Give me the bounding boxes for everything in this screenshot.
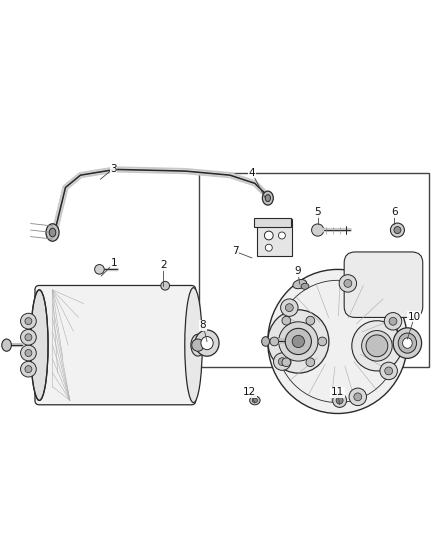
- Circle shape: [282, 358, 291, 367]
- Ellipse shape: [250, 396, 260, 405]
- Ellipse shape: [201, 336, 213, 350]
- Circle shape: [270, 337, 279, 346]
- Ellipse shape: [403, 338, 412, 349]
- Ellipse shape: [362, 330, 392, 361]
- Circle shape: [311, 224, 324, 236]
- Ellipse shape: [252, 398, 258, 402]
- Ellipse shape: [301, 283, 309, 289]
- Circle shape: [25, 350, 32, 357]
- Circle shape: [281, 299, 298, 317]
- Circle shape: [21, 361, 36, 377]
- Circle shape: [95, 264, 104, 274]
- Ellipse shape: [185, 288, 202, 402]
- Circle shape: [278, 358, 286, 366]
- Text: 5: 5: [314, 207, 321, 217]
- Ellipse shape: [268, 269, 407, 414]
- Text: 7: 7: [232, 246, 238, 256]
- Circle shape: [394, 227, 401, 233]
- Ellipse shape: [46, 224, 59, 241]
- Text: 3: 3: [110, 164, 117, 174]
- Circle shape: [282, 316, 291, 325]
- Circle shape: [344, 279, 352, 287]
- Text: 6: 6: [391, 207, 398, 217]
- Ellipse shape: [2, 339, 11, 351]
- Bar: [254, 218, 291, 227]
- Circle shape: [25, 366, 32, 373]
- Ellipse shape: [195, 330, 219, 356]
- Ellipse shape: [262, 191, 273, 205]
- Bar: [199, 173, 428, 367]
- Circle shape: [25, 318, 32, 325]
- Circle shape: [273, 353, 291, 370]
- Ellipse shape: [265, 195, 270, 201]
- Text: 12: 12: [243, 387, 257, 397]
- Ellipse shape: [393, 328, 422, 358]
- Circle shape: [384, 312, 402, 330]
- Circle shape: [339, 274, 357, 292]
- Circle shape: [389, 317, 397, 325]
- Circle shape: [336, 397, 343, 404]
- Ellipse shape: [191, 334, 205, 356]
- Text: 4: 4: [249, 168, 255, 177]
- Circle shape: [318, 337, 327, 346]
- Circle shape: [25, 334, 32, 341]
- Circle shape: [21, 345, 36, 361]
- Ellipse shape: [261, 337, 269, 346]
- Circle shape: [21, 329, 36, 345]
- Ellipse shape: [279, 322, 318, 361]
- FancyBboxPatch shape: [257, 219, 292, 256]
- Ellipse shape: [293, 279, 307, 289]
- Circle shape: [349, 388, 367, 406]
- Circle shape: [279, 232, 286, 239]
- FancyBboxPatch shape: [344, 252, 423, 318]
- Ellipse shape: [49, 228, 56, 237]
- Circle shape: [285, 328, 311, 354]
- Circle shape: [354, 393, 362, 401]
- FancyBboxPatch shape: [35, 286, 196, 405]
- Text: 1: 1: [111, 258, 118, 268]
- Circle shape: [380, 362, 397, 379]
- Ellipse shape: [31, 290, 48, 400]
- Ellipse shape: [268, 310, 329, 373]
- Text: 9: 9: [294, 266, 301, 276]
- Text: 2: 2: [160, 260, 166, 270]
- Circle shape: [192, 339, 204, 351]
- Circle shape: [161, 281, 170, 290]
- Circle shape: [306, 358, 314, 367]
- Circle shape: [292, 335, 304, 348]
- Text: 11: 11: [331, 387, 344, 397]
- Ellipse shape: [398, 333, 417, 353]
- Text: 8: 8: [200, 320, 206, 330]
- Text: 10: 10: [408, 312, 421, 322]
- Circle shape: [385, 367, 392, 375]
- Circle shape: [265, 244, 272, 251]
- Circle shape: [265, 231, 273, 240]
- Circle shape: [286, 304, 293, 312]
- Circle shape: [332, 393, 346, 407]
- Circle shape: [21, 313, 36, 329]
- Ellipse shape: [352, 321, 402, 371]
- Circle shape: [306, 316, 314, 325]
- Circle shape: [366, 335, 388, 357]
- Circle shape: [390, 223, 404, 237]
